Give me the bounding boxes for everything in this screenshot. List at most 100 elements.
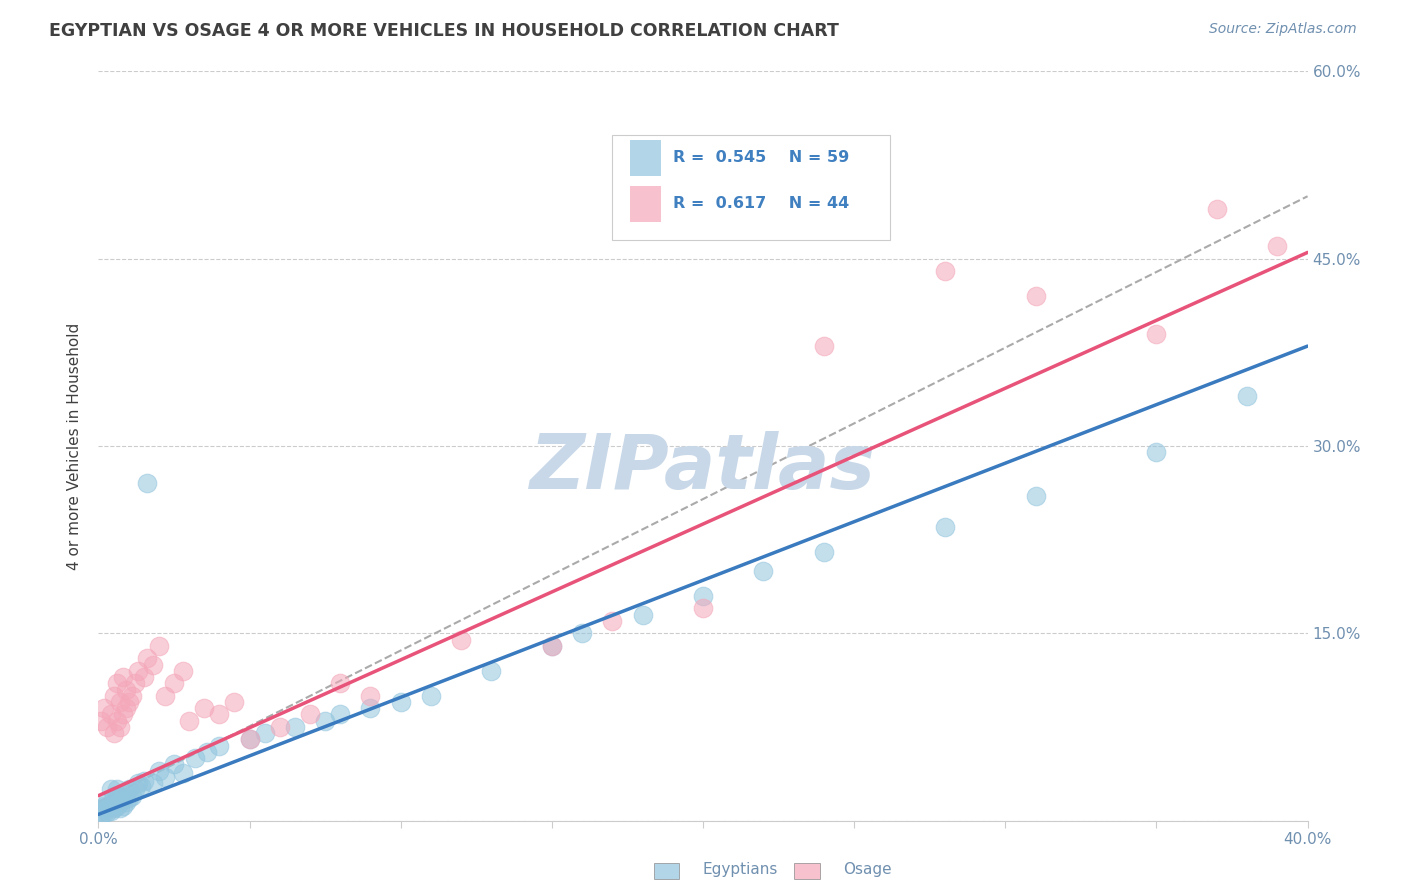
Point xyxy=(148,764,170,778)
Point xyxy=(129,779,152,793)
Point xyxy=(118,782,141,797)
Point xyxy=(1206,202,1229,216)
Point xyxy=(132,670,155,684)
Point xyxy=(103,726,125,740)
Point xyxy=(184,751,207,765)
Point xyxy=(135,651,157,665)
Point xyxy=(481,664,503,678)
Point xyxy=(90,714,112,728)
Point xyxy=(284,720,307,734)
Point xyxy=(540,639,562,653)
Point xyxy=(103,789,125,803)
Point xyxy=(172,664,194,678)
Point xyxy=(571,626,593,640)
Point xyxy=(93,701,115,715)
Point xyxy=(934,264,956,278)
Point xyxy=(127,776,149,790)
Point xyxy=(108,795,131,809)
Point xyxy=(111,707,134,722)
Point xyxy=(114,795,136,809)
Text: EGYPTIAN VS OSAGE 4 OR MORE VEHICLES IN HOUSEHOLD CORRELATION CHART: EGYPTIAN VS OSAGE 4 OR MORE VEHICLES IN … xyxy=(49,22,839,40)
Text: Osage: Osage xyxy=(844,863,893,877)
Point xyxy=(118,695,141,709)
Point xyxy=(692,601,714,615)
Point xyxy=(105,791,128,805)
Point xyxy=(540,639,562,653)
Point xyxy=(111,791,134,805)
Point xyxy=(103,801,125,815)
Point xyxy=(1024,289,1046,303)
Point xyxy=(813,339,835,353)
Point xyxy=(124,782,146,797)
Point xyxy=(121,689,143,703)
Point xyxy=(100,707,122,722)
Point xyxy=(631,607,654,622)
Point xyxy=(195,745,218,759)
Point xyxy=(208,739,231,753)
Point xyxy=(105,676,128,690)
Point xyxy=(90,807,112,822)
Point xyxy=(105,798,128,813)
Point xyxy=(96,795,118,809)
Point xyxy=(239,732,262,747)
Point xyxy=(360,701,382,715)
Point xyxy=(314,714,336,728)
Point xyxy=(224,695,246,709)
Point xyxy=(132,773,155,788)
FancyBboxPatch shape xyxy=(630,140,661,176)
Point xyxy=(1024,489,1046,503)
Point xyxy=(100,798,122,813)
Point xyxy=(163,676,186,690)
FancyBboxPatch shape xyxy=(630,186,661,221)
Point xyxy=(103,795,125,809)
Point xyxy=(96,720,118,734)
Point xyxy=(90,804,112,818)
Point xyxy=(108,801,131,815)
Text: Source: ZipAtlas.com: Source: ZipAtlas.com xyxy=(1209,22,1357,37)
Point xyxy=(813,545,835,559)
Point xyxy=(114,786,136,800)
Point xyxy=(239,732,262,747)
Point xyxy=(329,676,352,690)
Text: Egyptians: Egyptians xyxy=(703,863,779,877)
Text: R =  0.545    N = 59: R = 0.545 N = 59 xyxy=(672,151,849,165)
Point xyxy=(93,801,115,815)
Point xyxy=(105,782,128,797)
Point xyxy=(1144,445,1167,459)
Point xyxy=(114,701,136,715)
Point xyxy=(111,798,134,813)
Point xyxy=(1144,326,1167,341)
Point xyxy=(100,782,122,797)
Point xyxy=(450,632,472,647)
Point xyxy=(111,670,134,684)
Point xyxy=(692,589,714,603)
Point xyxy=(108,789,131,803)
Point xyxy=(142,657,165,672)
Point xyxy=(1236,389,1258,403)
Point xyxy=(179,714,201,728)
FancyBboxPatch shape xyxy=(613,135,890,240)
Point xyxy=(148,639,170,653)
Point xyxy=(172,766,194,780)
Point xyxy=(127,664,149,678)
Point xyxy=(108,695,131,709)
Point xyxy=(103,689,125,703)
Point xyxy=(118,791,141,805)
Point xyxy=(121,789,143,803)
Point xyxy=(163,757,186,772)
Point xyxy=(100,804,122,818)
Point xyxy=(389,695,412,709)
Point xyxy=(142,776,165,790)
Point xyxy=(114,682,136,697)
Text: R =  0.617    N = 44: R = 0.617 N = 44 xyxy=(672,196,849,211)
Point xyxy=(193,701,215,715)
Point xyxy=(135,476,157,491)
Point xyxy=(752,564,775,578)
Point xyxy=(208,707,231,722)
Point xyxy=(153,770,176,784)
Point xyxy=(934,520,956,534)
Point xyxy=(299,707,322,722)
Text: ZIPatlas: ZIPatlas xyxy=(530,432,876,506)
Point xyxy=(420,689,443,703)
Point xyxy=(253,726,276,740)
